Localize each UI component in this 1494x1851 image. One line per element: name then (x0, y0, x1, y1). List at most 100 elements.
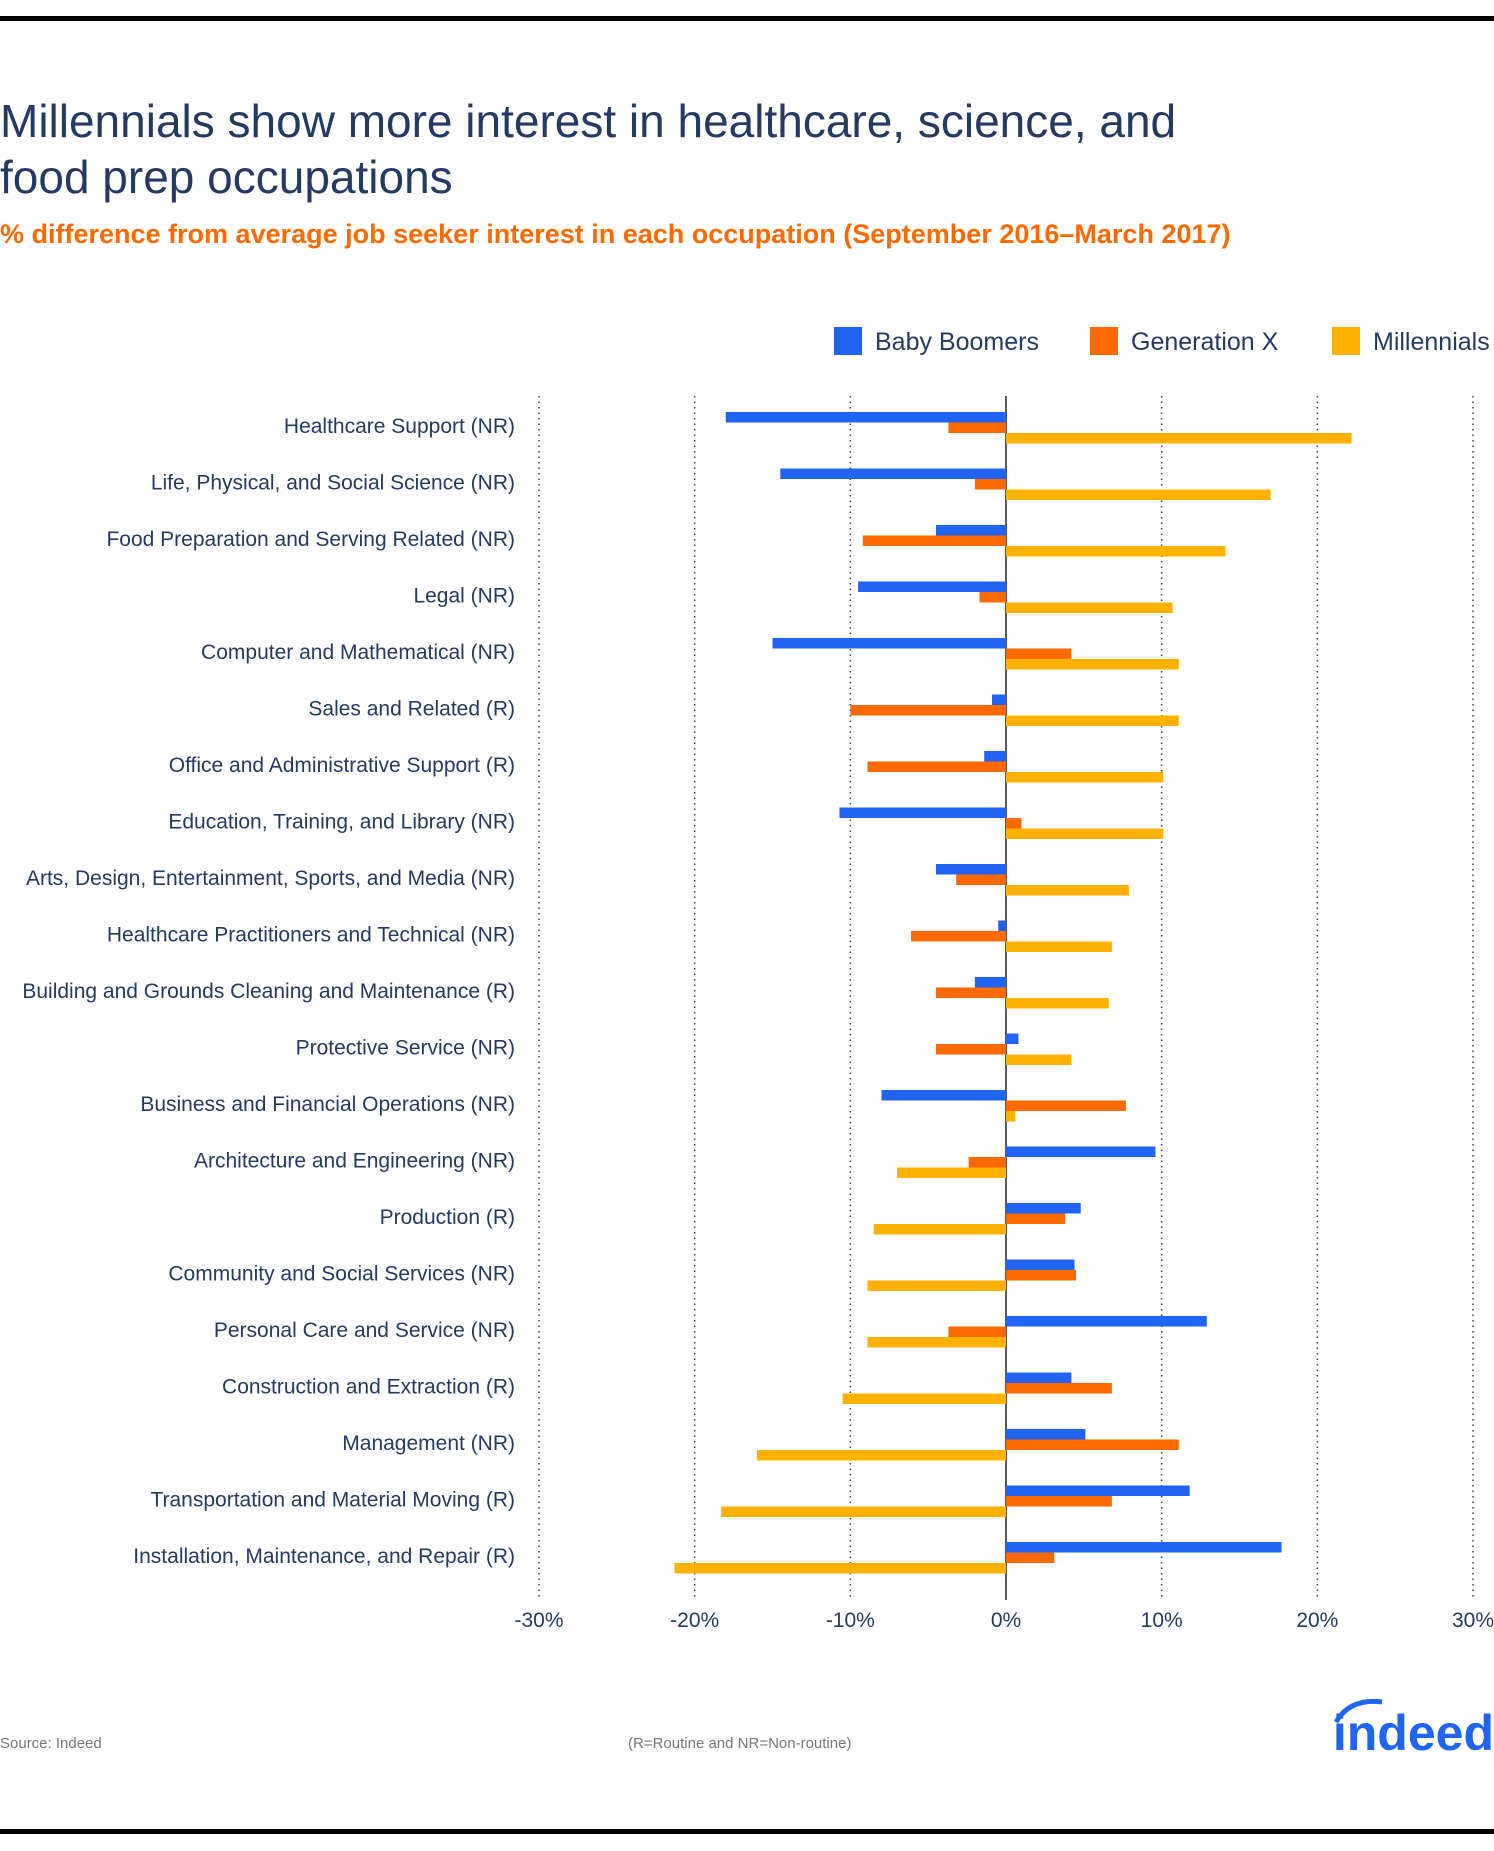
bar-generation-x (948, 1326, 1006, 1337)
category-label: Installation, Maintenance, and Repair (R… (133, 1545, 515, 1568)
bar-millennials (897, 1167, 1006, 1178)
bar-generation-x (862, 535, 1006, 546)
routine-note: (R=Routine and NR=Non-routine) (628, 1735, 851, 1752)
x-tick-label: 10% (1141, 1609, 1183, 1632)
bar-millennials (756, 1450, 1006, 1461)
legend-swatch (834, 327, 862, 355)
source-note: Source: Indeed (0, 1735, 102, 1752)
bar-generation-x (850, 705, 1006, 716)
x-tick-labels: -30% -20% -10% 0% 10% 20% 30% (514, 1609, 1494, 1632)
legend-swatch (1090, 327, 1118, 355)
bar-millennials (1006, 659, 1179, 670)
legend-label: Baby Boomers (875, 328, 1039, 356)
category-labels: Healthcare Support (NR) Life, Physical, a… (22, 415, 515, 1568)
category-label: Transportation and Material Moving (R) (150, 1489, 515, 1512)
bar-baby-boomers (1006, 1146, 1156, 1157)
bar-baby-boomers (1006, 1259, 1075, 1270)
category-label: Food Preparation and Serving Related (NR… (106, 528, 515, 551)
top-rule (0, 16, 1494, 21)
x-tick-label: -10% (826, 1609, 875, 1632)
x-tick-label: 20% (1296, 1609, 1338, 1632)
category-label: Legal (NR) (413, 585, 515, 608)
bar-millennials (1006, 433, 1352, 444)
bar-baby-boomers (1006, 1372, 1072, 1383)
bar-millennials (1006, 489, 1271, 500)
bar-baby-boomers (839, 807, 1006, 818)
category-label: Protective Service (NR) (296, 1037, 515, 1060)
legend-label: Generation X (1131, 328, 1279, 356)
bar-baby-boomers (881, 1090, 1006, 1101)
bar-millennials (674, 1563, 1006, 1574)
x-tick-label: -30% (514, 1609, 563, 1632)
bar-baby-boomers (1006, 1429, 1086, 1440)
bar-generation-x (935, 987, 1006, 998)
bar-millennials (1006, 885, 1129, 896)
bar-generation-x (1006, 1496, 1112, 1507)
bar-millennials (1006, 998, 1109, 1009)
category-label: Production (R) (380, 1206, 515, 1229)
bar-generation-x (974, 479, 1006, 490)
category-label: Arts, Design, Entertainment, Sports, and… (26, 867, 515, 890)
bar-baby-boomers (974, 977, 1006, 988)
bar-millennials (1006, 715, 1179, 726)
bar-baby-boomers (1006, 1203, 1081, 1214)
bar-baby-boomers (991, 694, 1006, 705)
bar-generation-x (979, 592, 1006, 603)
bar-baby-boomers (1006, 1542, 1282, 1553)
bar-millennials (721, 1506, 1006, 1517)
bar-generation-x (1006, 1383, 1112, 1394)
category-label: Personal Care and Service (NR) (214, 1319, 515, 1342)
bottom-rule (0, 1829, 1494, 1834)
bar-generation-x (1006, 1100, 1126, 1111)
category-label: Office and Administrative Support (R) (169, 754, 515, 777)
bars (674, 412, 1352, 1574)
chart-title-line-2: food prep occupations (0, 151, 453, 203)
legend-label: Millennials (1373, 328, 1490, 356)
bar-millennials (842, 1393, 1006, 1404)
bar-baby-boomers (772, 638, 1006, 649)
chart-title-line-1: Millennials show more interest in health… (0, 95, 1176, 147)
legend-swatch (1332, 327, 1360, 355)
category-label: Computer and Mathematical (NR) (201, 641, 515, 664)
bar-generation-x (948, 422, 1006, 433)
category-label: Building and Grounds Cleaning and Mainte… (22, 980, 515, 1003)
bar-millennials (1006, 1111, 1016, 1122)
x-tick-label: 0% (991, 1609, 1021, 1632)
bar-generation-x (1006, 818, 1022, 829)
bar-millennials (1006, 941, 1112, 952)
bar-baby-boomers (725, 412, 1006, 423)
bar-generation-x (1006, 1439, 1179, 1450)
bar-generation-x (1006, 1213, 1066, 1224)
bar-millennials (867, 1280, 1006, 1291)
bar-baby-boomers (935, 525, 1006, 536)
bar-millennials (867, 1337, 1006, 1348)
bar-generation-x (1006, 1270, 1077, 1281)
bar-generation-x (968, 1157, 1006, 1168)
bar-baby-boomers (1006, 1485, 1190, 1496)
bar-millennials (1006, 772, 1164, 783)
bar-baby-boomers (1006, 1033, 1019, 1044)
bar-generation-x (956, 874, 1006, 885)
bar-millennials (1006, 546, 1226, 557)
category-label: Healthcare Support (NR) (284, 415, 515, 438)
bar-millennials (1006, 828, 1164, 839)
bar-generation-x (1006, 648, 1072, 659)
category-label: Education, Training, and Library (NR) (168, 811, 515, 834)
bar-baby-boomers (858, 581, 1006, 592)
chart-subtitle: % difference from average job seeker int… (0, 219, 1231, 249)
bar-generation-x (935, 1044, 1006, 1055)
bar-millennials (873, 1224, 1006, 1235)
x-tick-label: -20% (670, 1609, 719, 1632)
category-label: Management (NR) (342, 1432, 515, 1455)
category-label: Business and Financial Operations (NR) (140, 1093, 515, 1116)
bar-baby-boomers (780, 468, 1006, 479)
bar-generation-x (911, 931, 1006, 942)
legend: Baby Boomers Generation X Millennials (834, 327, 1490, 356)
category-label: Life, Physical, and Social Science (NR) (151, 472, 515, 495)
bar-baby-boomers (1006, 1316, 1207, 1327)
category-label: Sales and Related (R) (308, 698, 515, 721)
category-label: Healthcare Practitioners and Technical (… (107, 924, 515, 947)
bar-generation-x (1006, 1552, 1055, 1563)
bar-baby-boomers (984, 751, 1006, 762)
